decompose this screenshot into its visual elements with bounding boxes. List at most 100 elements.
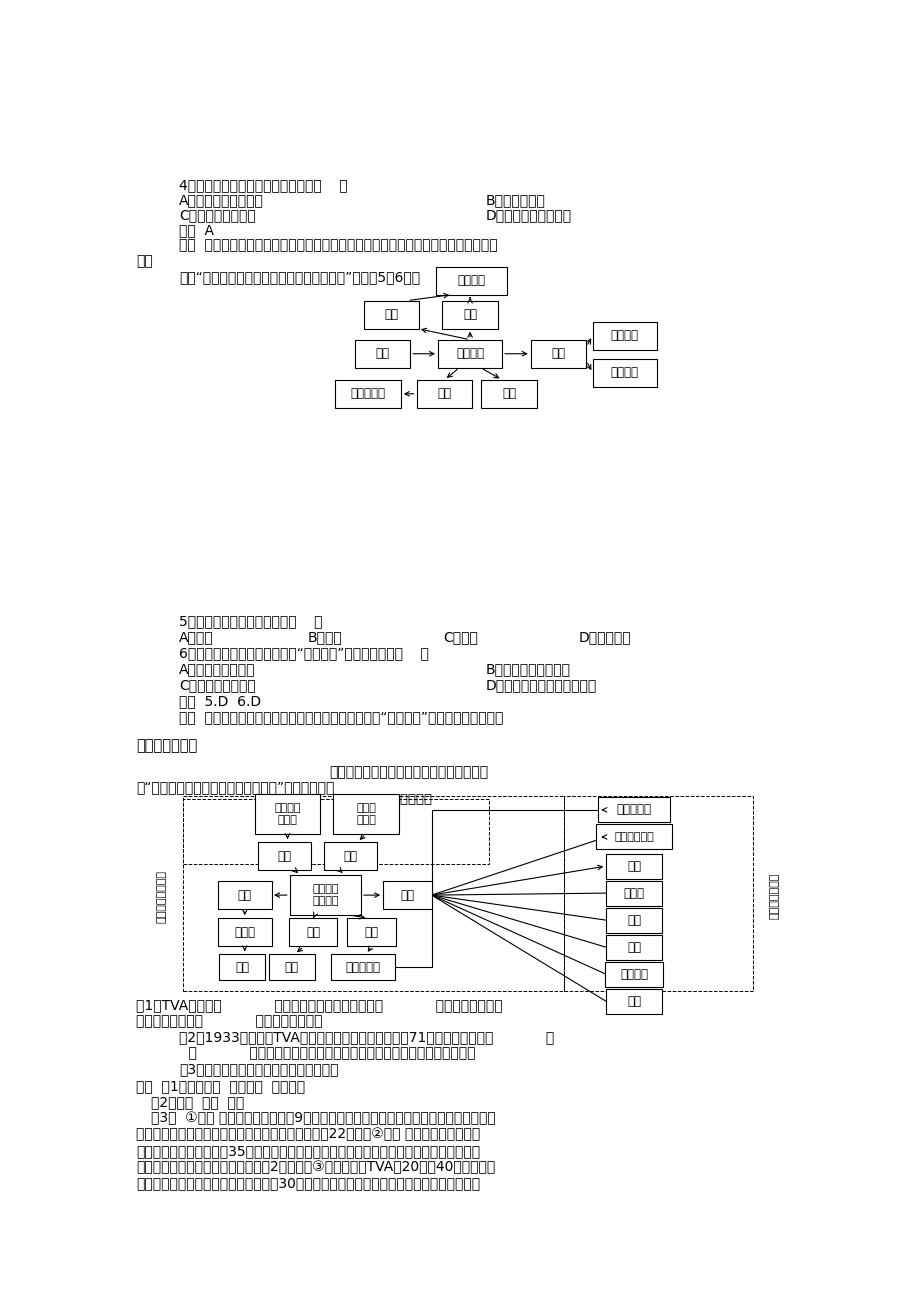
FancyBboxPatch shape <box>481 380 537 408</box>
Text: （2）防洪  航运  发电: （2）防洪 航运 发电 <box>151 1095 244 1109</box>
Text: 阅读“田纳西河流域的综合开发与治理示意图”，回答5～6题。: 阅读“田纳西河流域的综合开发与治理示意图”，回答5～6题。 <box>179 271 420 285</box>
FancyBboxPatch shape <box>333 794 398 835</box>
Text: B．旅游业的带动作用: B．旅游业的带动作用 <box>485 663 570 677</box>
Text: 框图法分析流域综合开发与治理的总体思路: 框图法分析流域综合开发与治理的总体思路 <box>329 764 487 779</box>
Text: D．梯级开发: D．梯级开发 <box>578 630 630 644</box>
Text: 造纸: 造纸 <box>627 995 641 1008</box>
Text: 答案  （1）梯级开发  资源条件  生态环境: 答案 （1）梯级开发 资源条件 生态环境 <box>136 1079 305 1094</box>
Text: A．发电: A．发电 <box>179 630 213 644</box>
FancyBboxPatch shape <box>592 322 656 350</box>
FancyBboxPatch shape <box>606 880 661 906</box>
FancyBboxPatch shape <box>347 918 395 947</box>
Text: 防洪: 防洪 <box>364 926 379 939</box>
Text: C．保护水源涵养林: C．保护水源涵养林 <box>179 208 255 223</box>
FancyBboxPatch shape <box>596 824 672 849</box>
Text: （1）TVA将河流的            作为流域开发的核心，并结合            对流域进行综合开: （1）TVA将河流的 作为流域开发的核心，并结合 对流域进行综合开 <box>136 999 503 1013</box>
Text: 6．田纳西河两岸能够形成一条“工业走廊”，主要得益于（    ）: 6．田纳西河两岸能够形成一条“工业走廊”，主要得益于（ ） <box>179 647 428 660</box>
FancyBboxPatch shape <box>218 881 271 909</box>
FancyBboxPatch shape <box>530 340 585 367</box>
Text: 旅游: 旅游 <box>384 309 398 322</box>
FancyBboxPatch shape <box>363 301 419 328</box>
Text: 冶金工业: 冶金工业 <box>610 329 638 342</box>
FancyBboxPatch shape <box>597 797 669 823</box>
Text: 解析  本题考查田纳西河流域综合开发的措施。建设抽水蓄能电站是为了调节能源的余: 解析 本题考查田纳西河流域综合开发的措施。建设抽水蓄能电站是为了调节能源的余 <box>179 238 497 253</box>
Text: 发，同时对流域的            进行恢复和治理。: 发，同时对流域的 进行恢复和治理。 <box>136 1014 323 1029</box>
Text: 化肌: 化肌 <box>627 941 641 954</box>
Text: 灸溉: 灸溉 <box>306 926 320 939</box>
Text: （3）简述田纳西河流域开发的综合效益。: （3）简述田纳西河流域开发的综合效益。 <box>179 1062 338 1077</box>
Text: B．防洪: B．防洪 <box>307 630 342 644</box>
Text: 农业现代化: 农业现代化 <box>350 387 385 400</box>
Text: 缺。: 缺。 <box>136 254 153 268</box>
FancyBboxPatch shape <box>382 881 431 909</box>
FancyBboxPatch shape <box>268 954 314 980</box>
Text: 城市规划
与建设: 城市规划 与建设 <box>274 803 301 824</box>
Text: 解析  从图中可看出各类产业围绕梯级开发而发展；而“工业走廊”得益于水电的开发。: 解析 从图中可看出各类产业围绕梯级开发而发展；而“工业走廊”得益于水电的开发。 <box>179 711 503 725</box>
FancyBboxPatch shape <box>606 935 661 960</box>
Text: 电力产业: 电力产业 <box>610 366 638 379</box>
Text: B．防治水污染: B．防治水污染 <box>485 193 545 207</box>
Text: 成了流域规划的水电开发，建成水电站30座，并充分利用流域的水和煤炭等资源，大规模发: 成了流域规划的水电开发，建成水电站30座，并充分利用流域的水和煤炭等资源，大规模… <box>136 1176 480 1190</box>
Text: 农业现代化: 农业现代化 <box>346 961 380 974</box>
Text: 鐵合金: 鐵合金 <box>623 887 644 900</box>
FancyBboxPatch shape <box>606 907 661 932</box>
Text: 第三产业得到发展: 第三产业得到发展 <box>368 793 432 806</box>
Bar <box>183 796 563 991</box>
FancyBboxPatch shape <box>219 954 265 980</box>
Text: 木材加工: 木材加工 <box>619 967 647 980</box>
Text: C．养殖: C．养殖 <box>443 630 477 644</box>
FancyBboxPatch shape <box>604 962 663 987</box>
FancyBboxPatch shape <box>289 918 337 947</box>
Text: 发电: 发电 <box>400 888 414 901</box>
Text: 5．该河流开发的核心环节是（    ）: 5．该河流开发的核心环节是（ ） <box>179 615 323 629</box>
Text: 植树: 植树 <box>234 961 249 974</box>
Text: C．便利的航运条件: C．便利的航运条件 <box>179 678 255 693</box>
Text: 防洪: 防洪 <box>375 348 389 361</box>
Text: 原子能开发: 原子能开发 <box>616 803 651 816</box>
Text: 炸药: 炸药 <box>627 914 641 927</box>
FancyBboxPatch shape <box>416 380 471 408</box>
Text: 水电: 水电 <box>550 348 565 361</box>
Text: 种草: 种草 <box>285 961 299 974</box>
FancyBboxPatch shape <box>289 875 360 915</box>
Text: 煤炭资源开发: 煤炭资源开发 <box>614 832 653 842</box>
Bar <box>183 799 489 865</box>
FancyBboxPatch shape <box>606 854 661 879</box>
Text: D．全国最大的电力供应基地: D．全国最大的电力供应基地 <box>485 678 596 693</box>
Text: 【方法技巧练】: 【方法技巧练】 <box>136 738 198 753</box>
Text: 4．下列措施中，不能提高水质的是（    ）: 4．下列措施中，不能提高水质的是（ ） <box>179 178 347 193</box>
Text: 航运: 航运 <box>343 849 357 862</box>
Text: 农业发展水平提高: 农业发展水平提高 <box>156 870 166 923</box>
FancyBboxPatch shape <box>218 918 271 947</box>
Text: 答案  5.D  6.D: 答案 5.D 6.D <box>179 694 261 708</box>
FancyBboxPatch shape <box>335 380 401 408</box>
Text: （2）1933年以后，TVA在田纳西河干、支流上修建了71座大、小水坥，在            、: （2）1933年以后，TVA在田纳西河干、支流上修建了71座大、小水坥，在 、 <box>179 1030 554 1044</box>
Text: 养殖: 养殖 <box>237 888 252 901</box>
Text: 田纳西河
梯级开发: 田纳西河 梯级开发 <box>312 884 338 906</box>
Text: 灸溉: 灸溉 <box>437 387 451 400</box>
Text: 工业体系的建立: 工业体系的建立 <box>768 872 778 919</box>
FancyBboxPatch shape <box>331 954 395 980</box>
FancyBboxPatch shape <box>354 340 410 367</box>
Text: 读“田纳西河流域的综合开发与治理图”，回答问题。: 读“田纳西河流域的综合开发与治理图”，回答问题。 <box>136 780 335 794</box>
Text: A．建设抽水蓄能电站: A．建设抽水蓄能电站 <box>179 193 264 207</box>
Text: 养殖: 养殖 <box>502 387 516 400</box>
Text: 、            、提高水质、旅游、土地利用等方面实现了统一开发和管理。: 、 、提高水质、旅游、土地利用等方面实现了统一开发和管理。 <box>136 1047 475 1061</box>
FancyBboxPatch shape <box>255 794 320 835</box>
Text: 梯级开发: 梯级开发 <box>456 348 483 361</box>
FancyBboxPatch shape <box>606 988 661 1014</box>
Text: 建成具有防洪库容的水库35座，形成了统一有效的水库防洪调度系统，流域防洪标准达到百: 建成具有防洪库容的水库35座，形成了统一有效的水库防洪调度系统，流域防洪标准达到… <box>136 1143 480 1157</box>
Text: 第三产业: 第三产业 <box>457 273 485 286</box>
FancyBboxPatch shape <box>437 340 502 367</box>
Text: （3）  ①航运 田纳西河干流已建戉9座梯级船闸，完成了航道渠化整治。目前该河经俄亥: （3） ①航运 田纳西河干流已建戉9座梯级船闸，完成了航道渠化整治。目前该河经俄… <box>151 1112 494 1126</box>
FancyBboxPatch shape <box>442 301 497 328</box>
FancyBboxPatch shape <box>436 267 506 294</box>
Text: 炼铝: 炼铝 <box>627 859 641 872</box>
Text: A．丰富的矿产资源: A．丰富的矿产资源 <box>179 663 255 677</box>
Text: 航运: 航运 <box>462 309 477 322</box>
Text: 年一遇。每年平均防洪减灾效益约达2亿美元。③水力发电：TVA在20世纪40年代基本完: 年一遇。每年平均防洪减灾效益约达2亿美元。③水力发电：TVA在20世纪40年代基… <box>136 1160 495 1174</box>
Text: 俄河和密西西比河与五大湖相通，通过水运可达美國22个州。②防洪 田纳西河干支流上已: 俄河和密西西比河与五大湖相通，通过水运可达美國22个州。②防洪 田纳西河干支流上… <box>136 1128 480 1142</box>
Text: 旅游: 旅游 <box>278 849 291 862</box>
Text: D．改善库区生态环境: D．改善库区生态环境 <box>485 208 572 223</box>
Text: 答案  A: 答案 A <box>179 224 214 237</box>
